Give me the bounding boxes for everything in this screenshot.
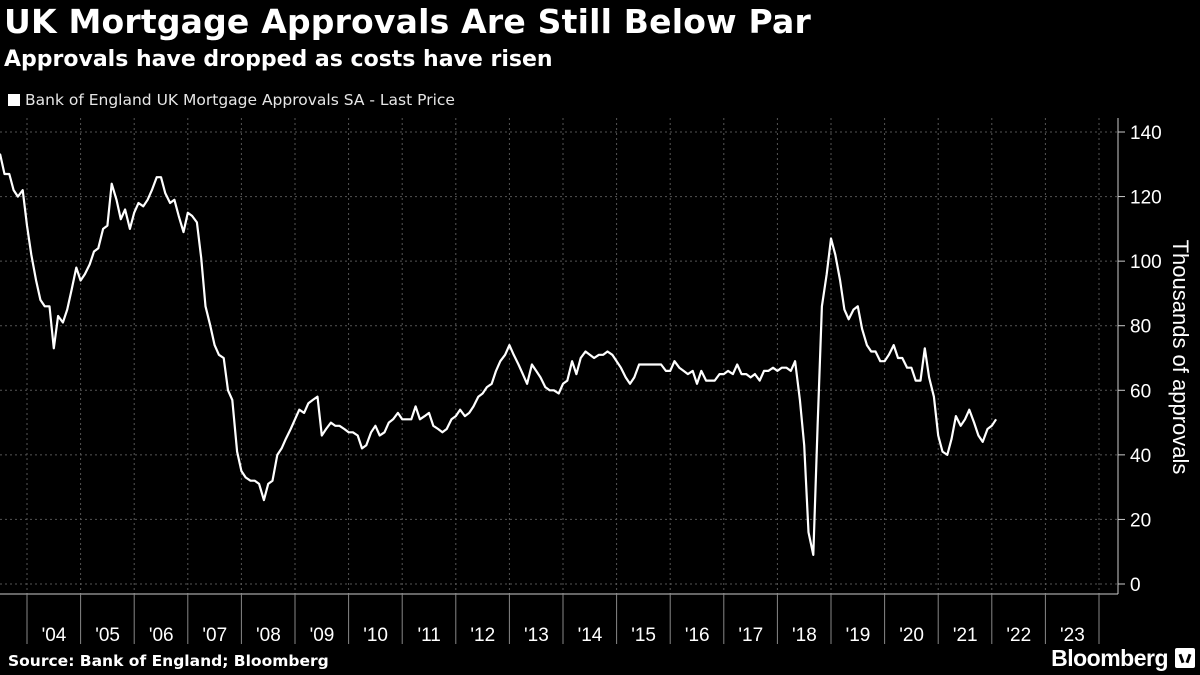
x-tick-label: '04 bbox=[42, 625, 67, 646]
x-tick-label: '15 bbox=[631, 625, 656, 646]
x-tick-label: '23 bbox=[1060, 625, 1085, 646]
x-tick-label: '22 bbox=[1006, 625, 1031, 646]
x-tick-label: '10 bbox=[363, 625, 388, 646]
x-tick-label: '07 bbox=[202, 625, 227, 646]
x-tick-label: '09 bbox=[310, 625, 335, 646]
y-tick-label: 60 bbox=[1130, 381, 1151, 402]
x-tick-label: '08 bbox=[256, 625, 281, 646]
bloomberg-terminal-icon bbox=[1175, 648, 1195, 668]
y-tick-label: 140 bbox=[1130, 123, 1162, 144]
x-tick-label: '16 bbox=[685, 625, 710, 646]
y-tick-label: 20 bbox=[1130, 510, 1151, 531]
x-tick-label: '21 bbox=[953, 625, 978, 646]
x-tick-label: '19 bbox=[846, 625, 871, 646]
bloomberg-logo: Bloomberg bbox=[1051, 645, 1168, 671]
legend-label: Bank of England UK Mortgage Approvals SA… bbox=[25, 91, 455, 109]
x-tick-label: '17 bbox=[738, 625, 763, 646]
y-tick-label: 80 bbox=[1130, 317, 1151, 338]
x-tick-label: '20 bbox=[899, 625, 924, 646]
source-note: Source: Bank of England; Bloomberg bbox=[8, 652, 329, 670]
x-tick-label: '12 bbox=[470, 625, 495, 646]
x-tick-label: '14 bbox=[578, 625, 603, 646]
x-tick-label: '11 bbox=[418, 625, 441, 646]
x-tick-label: '06 bbox=[149, 625, 174, 646]
y-axis-title: Thousands of approvals bbox=[1168, 240, 1193, 475]
series-line bbox=[0, 153, 998, 556]
y-tick-label: 40 bbox=[1130, 446, 1151, 467]
legend-swatch bbox=[8, 94, 20, 106]
x-tick-label: '13 bbox=[524, 625, 549, 646]
y-tick-label: 120 bbox=[1130, 188, 1162, 209]
chart-title: UK Mortgage Approvals Are Still Below Pa… bbox=[4, 2, 811, 41]
x-tick-label: '18 bbox=[792, 625, 817, 646]
y-tick-label: 0 bbox=[1130, 575, 1141, 596]
y-tick-label: 100 bbox=[1130, 252, 1162, 273]
chart-subtitle: Approvals have dropped as costs have ris… bbox=[4, 47, 553, 72]
x-tick-label: '05 bbox=[95, 625, 120, 646]
chart-legend: Bank of England UK Mortgage Approvals SA… bbox=[8, 91, 455, 109]
